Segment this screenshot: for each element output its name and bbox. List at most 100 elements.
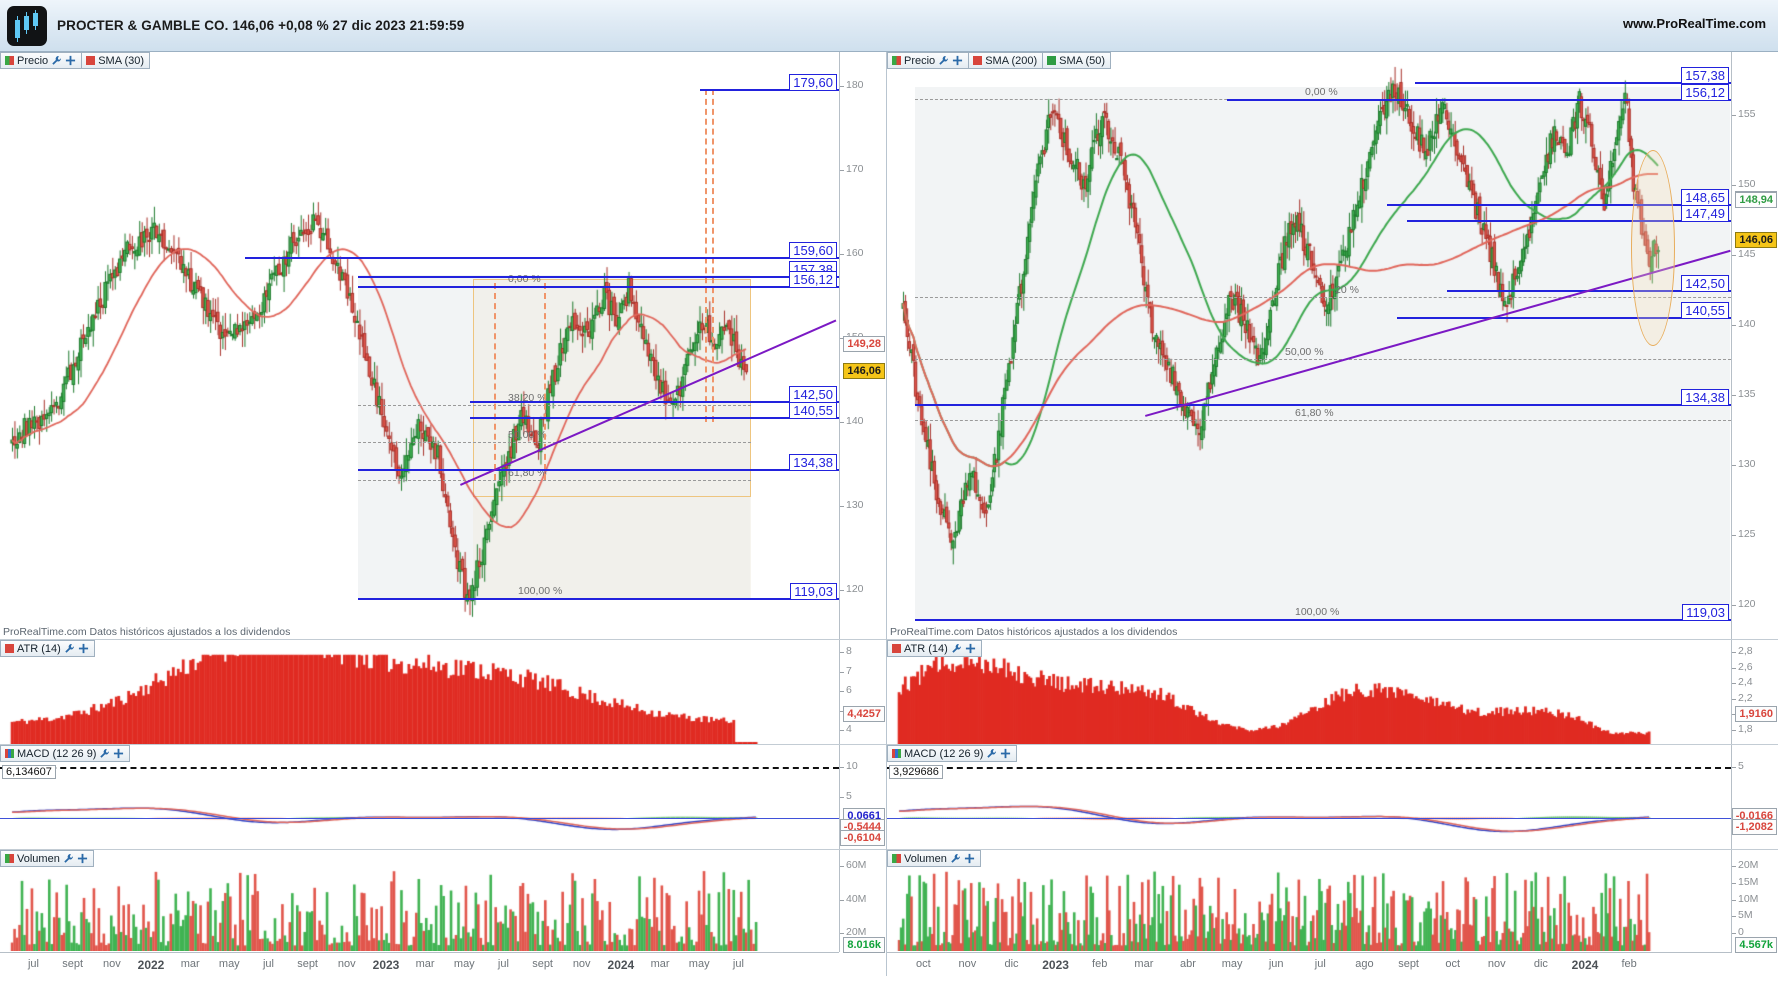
right-macd-legend[interactable]: MACD (12 26 9) (887, 745, 1018, 762)
price-line-179,60[interactable]: 179,60 (700, 74, 839, 91)
wrench-icon[interactable] (51, 55, 62, 66)
right-volume-axis[interactable]: 20M 15M 10M 5M 0 4.567k (1731, 850, 1778, 953)
legend-chip-sma200[interactable]: SMA (200) (969, 52, 1044, 69)
wrench-icon[interactable] (986, 748, 997, 759)
legend-chip-macd[interactable]: MACD (12 26 9) (887, 745, 1018, 762)
price-line-label: 142,50 (1681, 275, 1729, 291)
wrench-icon[interactable] (950, 853, 961, 864)
legend-chip-sma30[interactable]: SMA (30) (82, 52, 151, 69)
right-macd-plot[interactable] (887, 745, 1731, 849)
legend-chip-sma50[interactable]: SMA (50) (1043, 52, 1112, 69)
left-price-panel[interactable]: 0,00 % 38,20 % 50,00 % 61,80 % 100,00 % 179,6… (0, 52, 886, 640)
volume-bars (887, 850, 1731, 951)
wrench-icon[interactable] (951, 643, 962, 654)
left-price-legend[interactable]: Precio SMA (30) (0, 52, 151, 69)
add-indicator-icon[interactable] (77, 853, 88, 864)
price-line-159,60[interactable]: 159,60 (245, 242, 839, 259)
right-macd-panel[interactable]: MACD (12 26 9) 3,929686 5-5-0,0166-1,208… (887, 745, 1778, 850)
legend-label: Volumen (17, 852, 60, 865)
right-volume-panel[interactable]: Volumen 20M 15M 10M 5M 0 4.567k oct nov dic 2023… (887, 850, 1778, 976)
axis-tick-label: 130 (846, 498, 864, 511)
legend-chip-atr[interactable]: ATR (14) (0, 640, 95, 657)
date-label: jul (497, 958, 509, 970)
left-macd-top-value: 6,134607 (2, 765, 56, 779)
left-price-plot[interactable]: 0,00 % 38,20 % 50,00 % 61,80 % 100,00 % 179,6… (0, 52, 839, 639)
right-price-panel[interactable]: 0,00 % 20 % 50,00 % 61,80 % 100,00 % 157,38 15… (887, 52, 1778, 640)
left-macd-panel[interactable]: MACD (12 26 9) 6,134607 105-50,0661-0,54… (0, 745, 886, 850)
left-volume-legend[interactable]: Volumen (0, 850, 94, 867)
axis-tick-label: 2,2 (1738, 691, 1753, 704)
legend-chip-volumen[interactable]: Volumen (887, 850, 981, 867)
axis-tick-label: 135 (1738, 388, 1756, 400)
axis-tick-label: 2,4 (1738, 676, 1753, 689)
instrument-title: PROCTER & GAMBLE CO. 146,06 +0,08 % 27 d… (57, 18, 465, 33)
date-label: sept (62, 958, 84, 970)
price-line-148,65[interactable]: 148,65 (1387, 188, 1731, 206)
left-macd-plot[interactable] (0, 745, 839, 849)
date-label: dic (1004, 958, 1019, 970)
left-atr-axis[interactable]: 876544,4257 (839, 640, 886, 744)
wrench-icon[interactable] (63, 853, 74, 864)
add-indicator-icon[interactable] (1000, 748, 1011, 759)
wrench-icon[interactable] (64, 643, 75, 654)
legend-chip-macd[interactable]: MACD (12 26 9) (0, 745, 131, 762)
right-atr-legend[interactable]: ATR (14) (887, 640, 982, 657)
right-atr-plot[interactable] (887, 640, 1731, 744)
left-macd-legend[interactable]: MACD (12 26 9) (0, 745, 131, 762)
legend-chip-volumen[interactable]: Volumen (0, 850, 94, 867)
wrench-icon[interactable] (938, 55, 949, 66)
price-line-156,12[interactable]: 156,12 (1227, 84, 1731, 102)
date-label: nov (337, 958, 356, 970)
right-date-axis[interactable]: oct nov dic 2023 feb mar abr may jun jul ago sept oc… (887, 952, 1732, 976)
left-volume-plot[interactable] (0, 850, 839, 952)
right-price-axis[interactable]: 155150145140135130125120149,03148,94146,… (1731, 52, 1778, 639)
title-bar: PROCTER & GAMBLE CO. 146,06 +0,08 % 27 d… (0, 0, 1778, 52)
wrench-icon[interactable] (99, 748, 110, 759)
right-volume-plot[interactable] (887, 850, 1731, 952)
right-atr-axis[interactable]: 2,82,62,42,221,81,9160 (1731, 640, 1778, 744)
right-price-plot[interactable]: 0,00 % 20 % 50,00 % 61,80 % 100,00 % 157,38 15… (887, 52, 1731, 639)
atr-swatch-icon (892, 644, 901, 653)
atr-value-tag: 4,4257 (843, 706, 885, 722)
price-line-134,38[interactable]: 134,38 (915, 388, 1731, 406)
price-line-156,12[interactable]: 156,12 (358, 271, 839, 289)
left-volume-axis[interactable]: 60M 40M 20M 8.016k (839, 850, 886, 953)
price-line-119,03[interactable]: 119,03 (358, 582, 839, 600)
left-atr-panel[interactable]: ATR (14) 876544,4257 (0, 640, 886, 745)
right-macd-axis[interactable]: 5-5-0,0166-1,2082 (1731, 745, 1778, 849)
add-indicator-icon[interactable] (952, 55, 963, 66)
add-indicator-icon[interactable] (964, 853, 975, 864)
price-line-140,55[interactable]: 140,55 (1397, 302, 1731, 320)
sma200-swatch-icon (973, 56, 983, 65)
price-line-134,38[interactable]: 134,38 (358, 453, 839, 471)
legend-chip-precio[interactable]: Precio (0, 52, 83, 69)
axis-tick-label: 120 (846, 582, 864, 595)
legend-chip-precio[interactable]: Precio (887, 52, 970, 69)
price-line-label: 134,38 (1681, 388, 1729, 405)
left-atr-legend[interactable]: ATR (14) (0, 640, 95, 657)
legend-chip-atr[interactable]: ATR (14) (887, 640, 982, 657)
price-line-157,38[interactable]: 157,38 (358, 260, 839, 278)
right-volume-legend[interactable]: Volumen (887, 850, 981, 867)
price-line-142,50[interactable]: 142,50 (470, 385, 839, 403)
right-atr-panel[interactable]: ATR (14) 2,82,62,42,221,81,9160 (887, 640, 1778, 745)
right-price-legend[interactable]: Precio SMA (200) SMA (50) (887, 52, 1112, 69)
date-label: mar (1134, 958, 1154, 970)
price-line-119,03[interactable]: 119,03 (915, 603, 1731, 621)
macd-swatch-icon (892, 749, 901, 758)
add-indicator-icon[interactable] (113, 748, 124, 759)
add-indicator-icon[interactable] (65, 55, 76, 66)
left-date-axis[interactable]: jul sept nov 2022 mar may jul sept nov 2023 mar may… (0, 952, 839, 976)
left-volume-panel[interactable]: Volumen 60M 40M 20M 8.016k jul sept nov 2022 ma… (0, 850, 886, 976)
price-line-157,38[interactable]: 157,38 (1415, 66, 1731, 84)
price-line-140,55[interactable]: 140,55 (470, 402, 839, 419)
date-label: oct (915, 958, 931, 970)
left-macd-axis[interactable]: 105-50,0661-0,5444-0,6104 (839, 745, 886, 849)
date-label: sept (1398, 958, 1419, 970)
price-line-147,49[interactable]: 147,49 (1407, 205, 1731, 223)
add-indicator-icon[interactable] (965, 643, 976, 654)
left-atr-plot[interactable] (0, 640, 839, 744)
add-indicator-icon[interactable] (78, 643, 89, 654)
date-label: nov (572, 958, 591, 970)
